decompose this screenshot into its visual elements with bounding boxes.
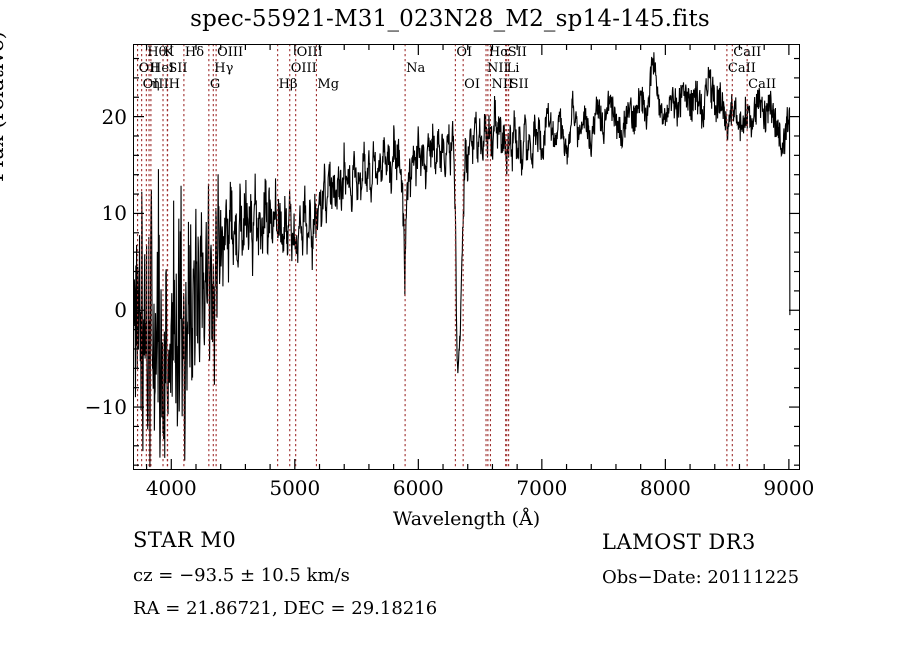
y-axis-title: Flux (relative) — [0, 31, 8, 182]
y-axis-tick-labels: −10 0 10 20 — [55, 44, 127, 470]
obs-date-text: Obs−Date: 20111225 — [602, 567, 800, 588]
x-tick-label: 5000 — [269, 476, 321, 500]
line-marker-layer — [133, 44, 800, 470]
axis-tick-layer — [133, 44, 800, 470]
x-tick-label: 6000 — [392, 476, 444, 500]
x-axis-title: Wavelength (Å) — [392, 508, 541, 530]
x-tick-label: 8000 — [639, 476, 691, 500]
survey-name-text: LAMOST DR3 — [602, 530, 756, 554]
y-tick-label: 20 — [101, 104, 127, 129]
radial-velocity-text: cz = −93.5 ± 10.5 km/s — [133, 565, 350, 586]
x-tick-label: 7000 — [516, 476, 568, 500]
x-tick-label: 9000 — [763, 476, 815, 500]
coordinates-text: RA = 21.86721, DEC = 29.18216 — [133, 598, 438, 619]
page-title: spec-55921-M31_023N28_M2_sp14-145.fits — [190, 6, 710, 32]
plot-area — [133, 44, 800, 470]
y-tick-label: 10 — [101, 201, 127, 226]
x-axis-tick-labels: 4000 5000 6000 7000 8000 9000 — [133, 476, 815, 506]
y-tick-label: −10 — [84, 395, 127, 420]
y-tick-label: 0 — [114, 298, 127, 323]
star-type-text: STAR M0 — [133, 528, 237, 552]
footer-info: STAR M0 cz = −93.5 ± 10.5 km/s RA = 21.8… — [0, 528, 900, 648]
x-tick-label: 4000 — [145, 476, 197, 500]
spectrum-trace — [133, 44, 800, 470]
